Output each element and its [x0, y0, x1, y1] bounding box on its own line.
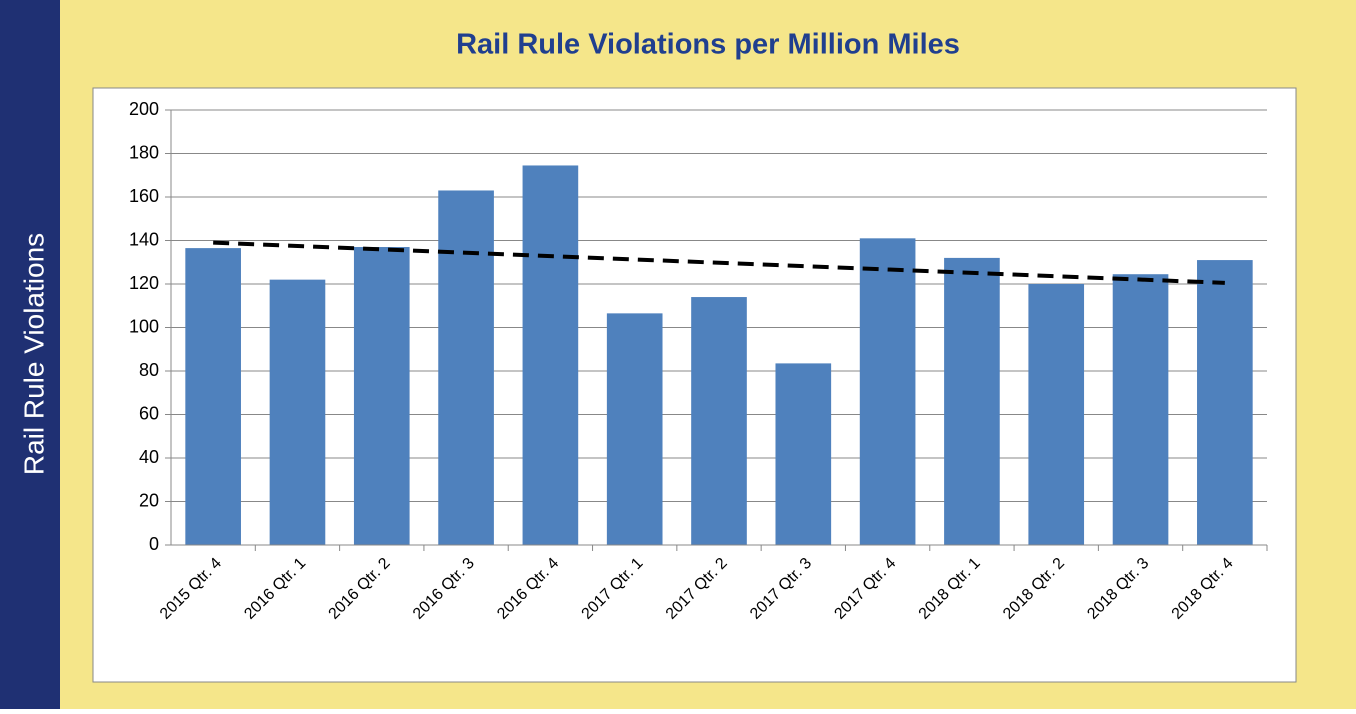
bar	[522, 165, 579, 545]
bar	[606, 313, 663, 545]
y-tick-label: 200	[129, 99, 159, 119]
bar	[438, 190, 494, 545]
y-tick-label: 60	[139, 403, 159, 423]
bar	[775, 363, 832, 545]
bar	[691, 297, 747, 545]
trend-line	[213, 240, 1225, 285]
y-tick-label: 140	[129, 229, 159, 249]
y-tick-label: 160	[129, 186, 159, 206]
bar	[944, 257, 1000, 545]
bar	[353, 247, 410, 545]
y-tick-label: 100	[129, 316, 159, 336]
bar	[1112, 274, 1169, 545]
y-tick-label: 0	[149, 534, 159, 554]
y-tick-label: 40	[139, 447, 159, 467]
chart-title: Rail Rule Violations per Million Miles	[456, 29, 960, 61]
y-tick-label: 180	[129, 142, 159, 162]
bar	[1028, 284, 1085, 545]
bar	[1197, 260, 1253, 545]
sidebar-label: Rail Rule Violations	[18, 233, 49, 475]
bar	[859, 238, 916, 545]
bar	[185, 248, 241, 546]
bar	[269, 279, 326, 545]
y-tick-label: 20	[139, 490, 159, 510]
sidebar	[0, 0, 60, 709]
y-tick-label: 80	[139, 360, 159, 380]
y-tick-label: 120	[129, 273, 159, 293]
